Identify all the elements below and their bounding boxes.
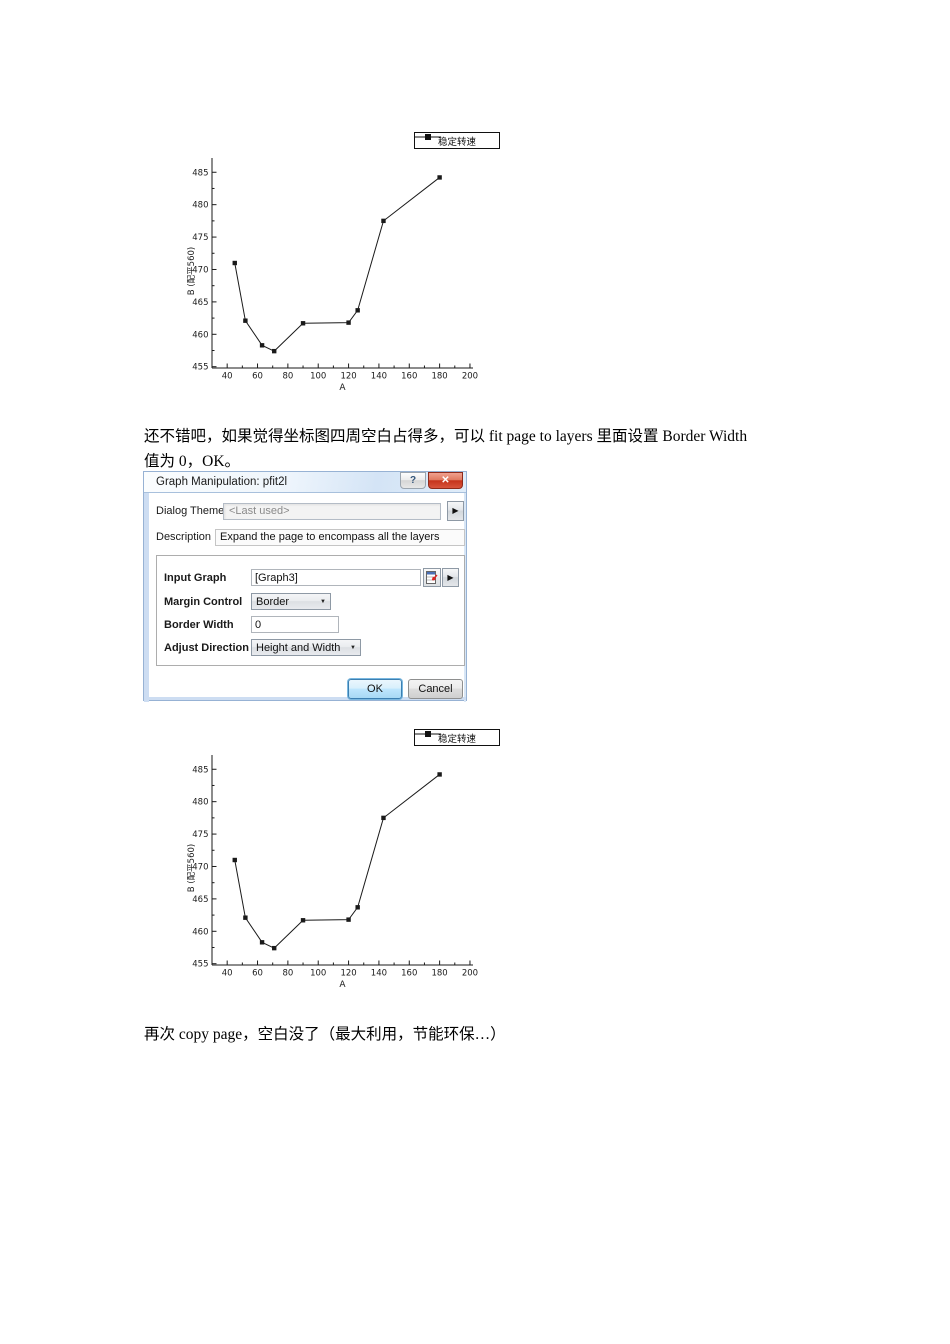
border-width-field[interactable] [251, 616, 339, 633]
data-point [232, 260, 237, 266]
dialog-titlebar[interactable]: Graph Manipulation: pfit2l [144, 472, 466, 493]
data-point [243, 915, 248, 920]
margin-control-label: Margin Control [164, 596, 243, 608]
x-tick-label: 40 [222, 372, 233, 382]
data-point [346, 320, 351, 325]
data-point [259, 343, 265, 348]
data-point [243, 318, 248, 323]
chevron-down-icon: ▼ [320, 598, 326, 605]
border-width-label: Border Width [164, 619, 234, 631]
adjust-direction-value: Height and Width [256, 641, 341, 654]
dialog-frame-right [464, 493, 466, 702]
data-line [234, 774, 440, 949]
dialog-theme-label: Dialog Theme [156, 505, 225, 517]
x-axis-title: A [339, 980, 346, 990]
y-tick-label: 460 [192, 927, 208, 937]
y-tick-label: 470 [192, 265, 208, 275]
margin-control-dropdown[interactable]: Border ▼ [251, 593, 331, 610]
x-tick-label: 180 [431, 372, 447, 382]
y-axis-title: B (配平560) [187, 844, 197, 892]
line-chart: 40 60 80 100 120 140 160 180 200 455 460 465 470 475 4… [187, 158, 478, 393]
dialog-frame-left [144, 493, 149, 702]
x-tick-label: 80 [282, 969, 293, 979]
x-tick-label: 160 [401, 372, 417, 382]
y-tick-label: 455 [192, 363, 208, 373]
y-axis-title: B (配平560) [187, 247, 197, 295]
x-tick-label: 60 [252, 372, 263, 382]
x-tick-label: 160 [401, 969, 417, 979]
x-tick-label: 180 [431, 969, 447, 979]
legend-entry-label: 稳定转速 [437, 733, 476, 745]
origin-chart-after: 40 60 80 100 120 140 160 180 200 455 460 465 470 475 4… [185, 722, 505, 1007]
description-label: Description [156, 531, 212, 543]
legend-entry-label: 稳定转速 [437, 136, 476, 148]
x-axis-title: A [339, 383, 346, 393]
x-tick-label: 100 [310, 372, 326, 382]
description-field: Expand the page to encompass all the lay… [215, 529, 465, 546]
y-tick-label: 470 [192, 862, 208, 872]
legend-marker-icon [415, 731, 441, 737]
data-point [272, 348, 277, 354]
dialog-title: Graph Manipulation: pfit2l [156, 476, 288, 488]
body-paragraph: 再次 copy page，空白没了（最大利用，节能环保…） [144, 1026, 506, 1043]
x-tick-label: 140 [371, 372, 387, 382]
x-tick-label: 120 [340, 372, 356, 382]
input-graph-field[interactable] [251, 569, 421, 586]
x-tick-label: 60 [252, 969, 263, 979]
adjust-direction-label: Adjust Direction [164, 642, 249, 654]
theme-flyout-button[interactable]: ▶ [447, 501, 464, 521]
data-point [355, 905, 360, 910]
chevron-down-icon: ▼ [350, 644, 356, 651]
legend-marker-icon [415, 134, 441, 140]
x-tick-label: 200 [462, 969, 478, 979]
origin-chart-before: 40 60 80 100 120 140 160 180 200 455 460 465 470 475 4… [185, 125, 505, 410]
y-tick-label: 465 [192, 895, 208, 905]
margin-control-value: Border [256, 595, 290, 608]
data-point [300, 321, 306, 326]
input-graph-flyout-button[interactable]: ▶ [442, 568, 459, 587]
chart-legend: 稳定转速 [414, 132, 500, 149]
graph-manipulation-dialog: Graph Manipulation: pfit2l ? ✕ Dialog Th… [143, 471, 467, 702]
data-point [381, 815, 386, 821]
y-tick-label: 475 [192, 830, 208, 840]
y-tick-label: 480 [192, 798, 208, 808]
help-button[interactable]: ? [400, 472, 426, 489]
close-icon[interactable]: ✕ [428, 472, 463, 489]
dialog-theme-combobox[interactable]: <Last used> [223, 503, 441, 520]
y-tick-label: 465 [192, 298, 208, 308]
x-tick-label: 80 [282, 372, 293, 382]
data-point [381, 218, 386, 224]
line-chart: 40 60 80 100 120 140 160 180 200 455 460 465 470 475 4… [187, 755, 478, 990]
data-point [437, 772, 442, 777]
data-point [346, 917, 351, 922]
data-point [232, 857, 237, 863]
y-tick-label: 480 [192, 201, 208, 211]
select-graph-button[interactable] [423, 568, 441, 587]
data-point [300, 918, 306, 923]
data-point [259, 940, 265, 945]
y-tick-label: 485 [192, 765, 208, 775]
dialog-frame-bottom [144, 697, 466, 700]
data-point [355, 308, 360, 313]
data-line [234, 177, 440, 352]
x-tick-label: 200 [462, 372, 478, 382]
x-tick-label: 100 [310, 969, 326, 979]
input-graph-label: Input Graph [164, 572, 227, 584]
graph-browse-icon [426, 571, 438, 584]
cancel-button[interactable]: Cancel [408, 679, 463, 699]
y-tick-label: 460 [192, 330, 208, 340]
y-tick-label: 485 [192, 168, 208, 178]
body-paragraph: 还不错吧，如果觉得坐标图四周空白占得多，可以 fit page to layer… [144, 428, 748, 470]
y-tick-label: 455 [192, 960, 208, 970]
x-tick-label: 140 [371, 969, 387, 979]
x-tick-label: 40 [222, 969, 233, 979]
chart-legend: 稳定转速 [414, 729, 500, 746]
x-tick-label: 120 [340, 969, 356, 979]
data-point [437, 175, 442, 180]
y-tick-label: 475 [192, 233, 208, 243]
data-point [272, 945, 277, 951]
ok-button[interactable]: OK [348, 679, 402, 699]
adjust-direction-dropdown[interactable]: Height and Width ▼ [251, 639, 361, 656]
